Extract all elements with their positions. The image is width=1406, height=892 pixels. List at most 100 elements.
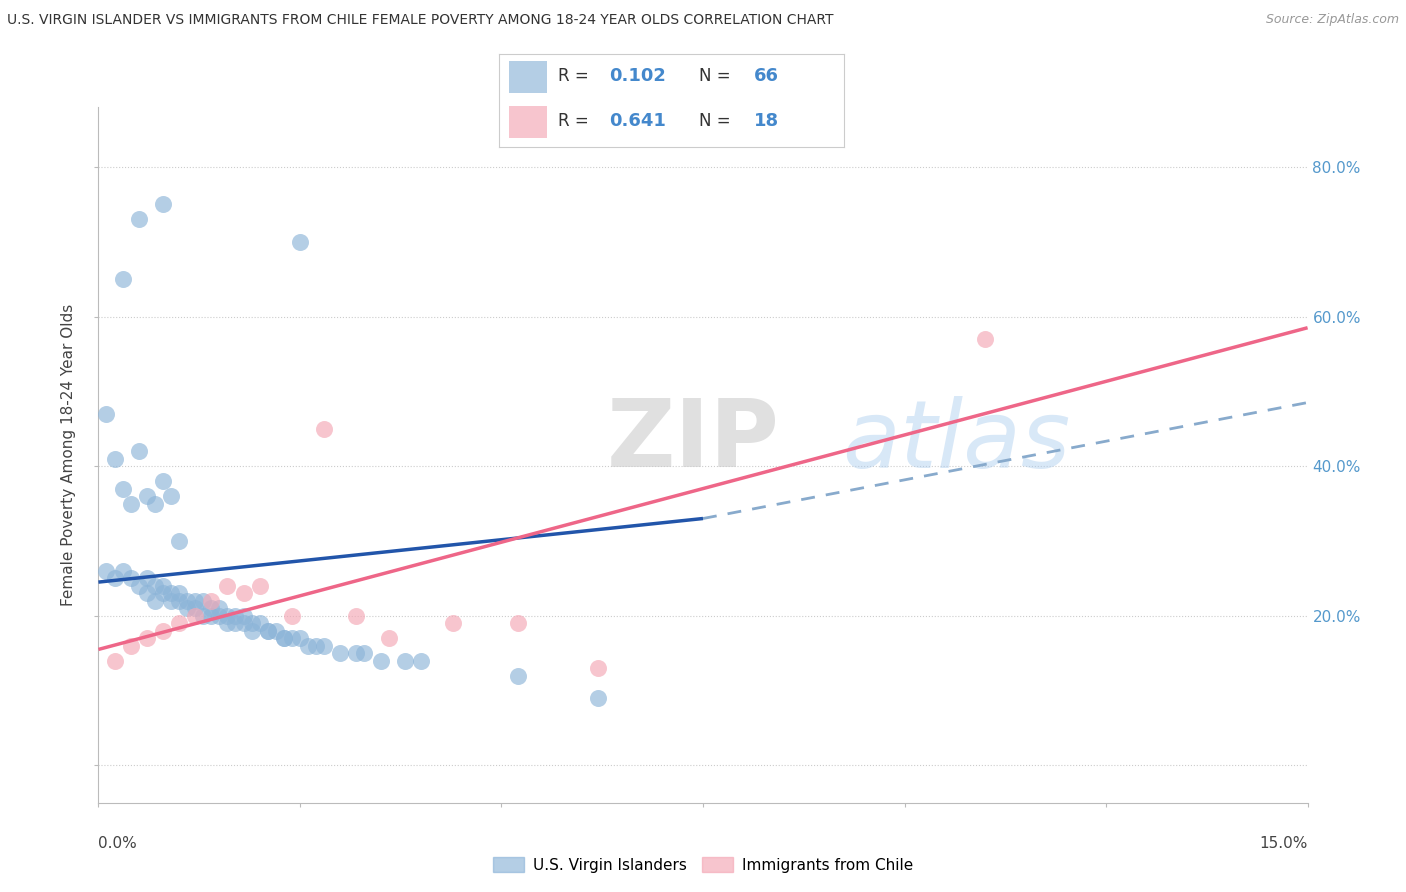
Point [167, 616, 190, 631]
Point [441, 616, 464, 631]
Point [160, 586, 183, 600]
Point [200, 594, 222, 608]
Point [96, 564, 118, 578]
Text: N =: N = [699, 112, 735, 130]
Point [143, 497, 166, 511]
Point [217, 616, 239, 631]
Bar [509, 61, 547, 93]
Point [264, 624, 287, 638]
Text: 0.641: 0.641 [609, 112, 666, 130]
Point [288, 631, 311, 645]
Point [111, 482, 134, 496]
Point [288, 235, 311, 249]
Point [167, 533, 190, 548]
Point [128, 212, 150, 227]
Point [208, 608, 231, 623]
Point [224, 616, 246, 631]
Point [586, 661, 609, 675]
Point [152, 579, 174, 593]
Point [193, 608, 215, 623]
Point [160, 489, 183, 503]
Point [200, 608, 222, 623]
Point [111, 272, 134, 286]
Point [370, 654, 392, 668]
Point [329, 646, 352, 660]
Point [224, 608, 246, 623]
Text: 18: 18 [754, 112, 779, 130]
Text: U.S. VIRGIN ISLANDER VS IMMIGRANTS FROM CHILE FEMALE POVERTY AMONG 18-24 YEAR OL: U.S. VIRGIN ISLANDER VS IMMIGRANTS FROM … [7, 13, 834, 28]
Point [120, 639, 142, 653]
Point [506, 668, 529, 682]
Text: 15.0%: 15.0% [1260, 837, 1308, 852]
Point [135, 631, 157, 645]
Point [184, 601, 207, 615]
Point [256, 624, 278, 638]
Point [152, 197, 174, 211]
Point [353, 646, 375, 660]
Point [377, 631, 399, 645]
Point [305, 639, 328, 653]
Point [128, 579, 150, 593]
Point [152, 474, 174, 488]
Point [232, 608, 254, 623]
Point [217, 579, 239, 593]
Text: R =: R = [558, 67, 593, 85]
Text: N =: N = [699, 67, 735, 85]
Point [160, 594, 183, 608]
Point [103, 654, 125, 668]
Point [167, 586, 190, 600]
Point [506, 616, 529, 631]
Point [314, 639, 336, 653]
Point [297, 639, 319, 653]
Point [143, 579, 166, 593]
Text: ZIP: ZIP [606, 395, 779, 487]
Point [184, 608, 207, 623]
Point [184, 594, 207, 608]
Text: 0.102: 0.102 [609, 67, 666, 85]
Point [208, 601, 231, 615]
Point [273, 631, 295, 645]
Point [135, 489, 157, 503]
Point [232, 586, 254, 600]
Point [200, 601, 222, 615]
Point [167, 594, 190, 608]
Point [314, 422, 336, 436]
Point [96, 407, 118, 421]
Y-axis label: Female Poverty Among 18-24 Year Olds: Female Poverty Among 18-24 Year Olds [60, 304, 76, 606]
Point [273, 631, 295, 645]
Text: 66: 66 [754, 67, 779, 85]
Point [281, 608, 304, 623]
Bar [509, 106, 547, 138]
Point [974, 332, 997, 346]
Point [281, 631, 304, 645]
Point [103, 571, 125, 585]
Point [193, 594, 215, 608]
Point [409, 654, 432, 668]
Point [152, 624, 174, 638]
Point [232, 616, 254, 631]
Point [103, 451, 125, 466]
Text: atlas: atlas [842, 395, 1070, 486]
Point [111, 564, 134, 578]
Point [152, 586, 174, 600]
Point [176, 601, 198, 615]
Point [135, 571, 157, 585]
Text: Source: ZipAtlas.com: Source: ZipAtlas.com [1265, 13, 1399, 27]
Point [240, 624, 263, 638]
Point [249, 616, 271, 631]
Point [394, 654, 416, 668]
Point [217, 608, 239, 623]
Point [344, 608, 367, 623]
Point [143, 594, 166, 608]
Point [586, 691, 609, 706]
Text: 0.0%: 0.0% [98, 837, 138, 852]
Point [256, 624, 278, 638]
Point [120, 497, 142, 511]
Point [120, 571, 142, 585]
Point [176, 594, 198, 608]
Point [240, 616, 263, 631]
Text: R =: R = [558, 112, 593, 130]
Point [128, 444, 150, 458]
Point [249, 579, 271, 593]
Legend: U.S. Virgin Islanders, Immigrants from Chile: U.S. Virgin Islanders, Immigrants from C… [486, 850, 920, 879]
